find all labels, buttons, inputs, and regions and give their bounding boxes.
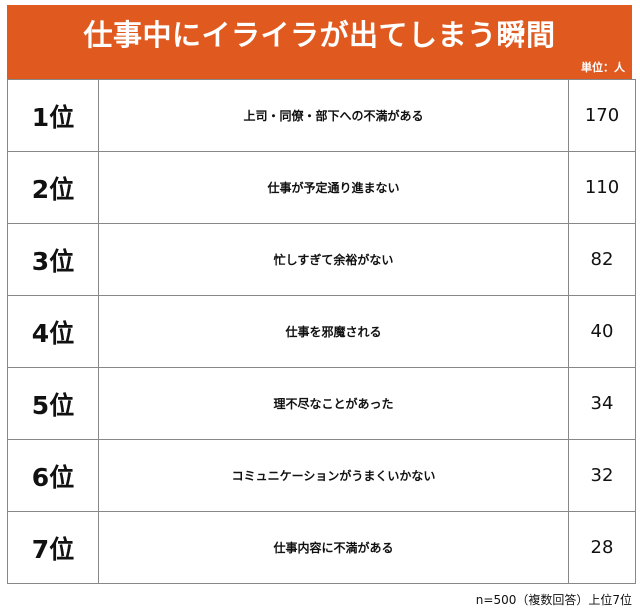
reason-label-cell: 仕事内容に不満がある — [98, 511, 569, 584]
rank-cell: 2位 — [7, 151, 99, 224]
rank-cell: 6位 — [7, 439, 99, 512]
rank-cell: 5位 — [7, 367, 99, 440]
count-value-cell: 32 — [568, 439, 636, 512]
reason-label-cell: 仕事を邪魔される — [98, 295, 569, 368]
rank-cell: 3位 — [7, 223, 99, 296]
ranking-table: 1位 上司・同僚・部下への不満がある 170 2位 仕事が予定通り進まない 110 3位 忙し… — [7, 79, 636, 584]
reason-label-cell: 理不尽なことがあった — [98, 367, 569, 440]
table-row: 3位 忙しすぎて余裕がない 82 — [7, 223, 636, 296]
table-row: 2位 仕事が予定通り進まない 110 — [7, 151, 636, 224]
count-value-cell: 28 — [568, 511, 636, 584]
unit-label: 単位：人 — [581, 61, 625, 74]
rank-cell: 7位 — [7, 511, 99, 584]
reason-label-cell: 忙しすぎて余裕がない — [98, 223, 569, 296]
count-value-cell: 110 — [568, 151, 636, 224]
rank-cell: 1位 — [7, 79, 99, 152]
ranking-table-body: 1位 上司・同僚・部下への不満がある 170 2位 仕事が予定通り進まない 110 3位 忙し… — [7, 79, 636, 584]
sample-note: n=500（複数回答）上位7位 — [475, 593, 632, 607]
reason-label-cell: コミュニケーションがうまくいかない — [98, 439, 569, 512]
count-value-cell: 40 — [568, 295, 636, 368]
table-row: 1位 上司・同僚・部下への不満がある 170 — [7, 79, 636, 152]
reason-label-cell: 仕事が予定通り進まない — [98, 151, 569, 224]
count-value-cell: 82 — [568, 223, 636, 296]
title-banner: 仕事中にイライラが出てしまう瞬間 単位：人 — [7, 5, 632, 79]
rank-cell: 4位 — [7, 295, 99, 368]
count-value-cell: 170 — [568, 79, 636, 152]
chart-title: 仕事中にイライラが出てしまう瞬間 — [83, 18, 556, 52]
count-value-cell: 34 — [568, 367, 636, 440]
reason-label-cell: 上司・同僚・部下への不満がある — [98, 79, 569, 152]
table-row: 7位 仕事内容に不満がある 28 — [7, 511, 636, 584]
table-row: 6位 コミュニケーションがうまくいかない 32 — [7, 439, 636, 512]
table-row: 4位 仕事を邪魔される 40 — [7, 295, 636, 368]
table-row: 5位 理不尽なことがあった 34 — [7, 367, 636, 440]
